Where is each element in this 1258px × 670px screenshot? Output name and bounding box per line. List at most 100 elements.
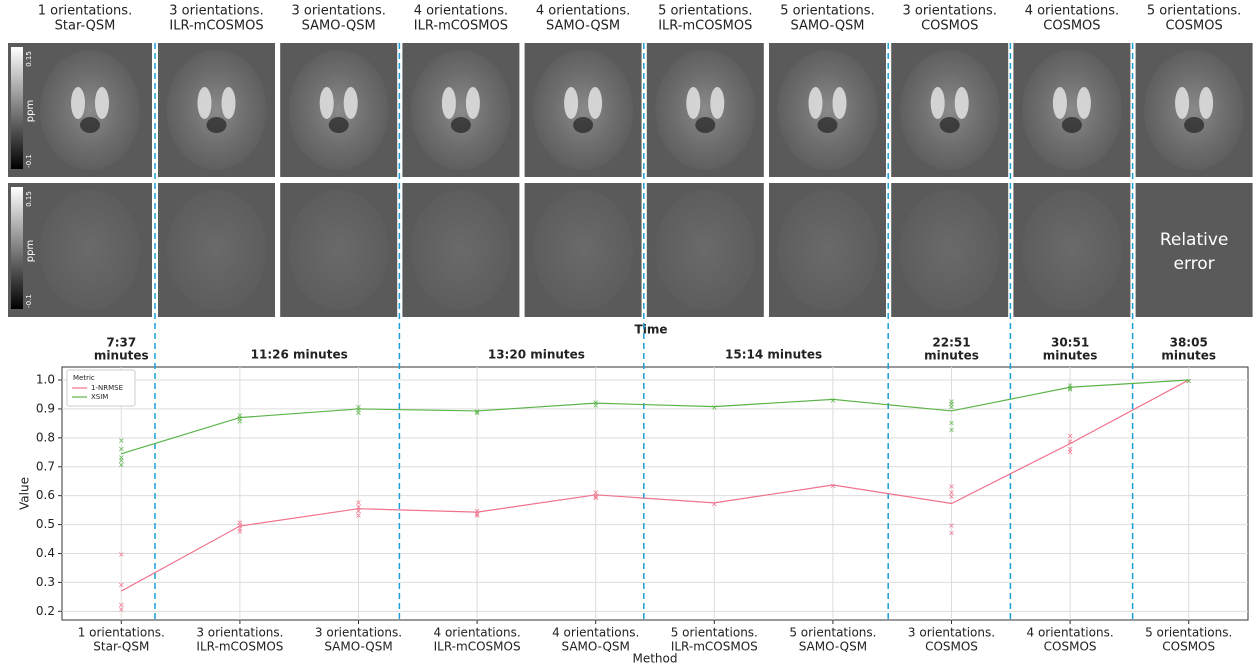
time-label: 15:14 minutes: [725, 348, 822, 362]
time-label: minutes: [1043, 349, 1098, 363]
brain-slice: [289, 190, 389, 310]
brain-structure: [451, 117, 471, 133]
x-tick-label: SAMO-QSM: [562, 640, 630, 654]
data-point: ×: [830, 396, 837, 405]
panel-label: Star-QSM: [55, 19, 116, 34]
data-point: ×: [711, 403, 718, 412]
panel-label: SAMO-QSM: [302, 19, 376, 34]
y-tick-label: 0.4: [36, 546, 55, 560]
x-tick-label: COSMOS: [1162, 640, 1215, 654]
brain-structure: [466, 87, 480, 119]
y-tick-label: 0.3: [36, 575, 55, 589]
brain-structure: [222, 87, 236, 119]
panel-label: 5 orientations.: [658, 4, 752, 19]
time-label: 22:51: [932, 336, 970, 350]
brain-structure: [329, 117, 349, 133]
brain-slice: [655, 50, 755, 170]
brain-structure: [207, 117, 227, 133]
y-tick-label: 0.2: [36, 604, 55, 618]
panel-label: ILR-mCOSMOS: [658, 19, 752, 34]
data-point: ×: [830, 481, 837, 490]
brain-structure: [564, 87, 578, 119]
data-point: ×: [118, 605, 125, 614]
colorbar-unit: ppm: [25, 100, 36, 122]
brain-structure: [198, 87, 212, 119]
x-tick-label: ILR-mCOSMOS: [196, 640, 283, 654]
data-point: ×: [948, 492, 955, 501]
x-tick-label: ILR-mCOSMOS: [434, 640, 521, 654]
legend-label: XSIM: [91, 393, 108, 401]
panel-label: SAMO-QSM: [790, 19, 864, 34]
brain-structure: [686, 87, 700, 119]
brain-structure: [95, 87, 109, 119]
y-tick-label: 0.5: [36, 517, 55, 531]
data-point: ×: [1067, 447, 1074, 456]
brain-structure: [1053, 87, 1067, 119]
x-tick-label: 1 orientations.: [78, 626, 165, 640]
brain-structure: [818, 117, 838, 133]
brain-structure: [710, 87, 724, 119]
time-label: minutes: [1161, 349, 1216, 363]
brain-slice: [533, 50, 633, 170]
brain-slice: [40, 50, 140, 170]
data-point: ×: [1185, 377, 1192, 386]
data-point: ×: [118, 580, 125, 589]
brain-structure: [80, 117, 100, 133]
brain-slice: [533, 190, 633, 310]
y-tick-label: 0.7: [36, 459, 55, 473]
data-point: ×: [118, 444, 125, 453]
x-tick-label: 5 orientations.: [789, 626, 876, 640]
brain-slice: [1022, 190, 1122, 310]
x-tick-label: 4 orientations.: [434, 626, 521, 640]
brain-structure: [1077, 87, 1091, 119]
x-tick-label: COSMOS: [1044, 640, 1097, 654]
panel-label: ILR-mCOSMOS: [414, 19, 508, 34]
panel-label: 4 orientations.: [1025, 4, 1119, 19]
colorbar: [11, 187, 23, 309]
panel-label: 4 orientations.: [414, 4, 508, 19]
time-label: 11:26 minutes: [251, 348, 348, 362]
error-label: Relative: [1160, 230, 1229, 250]
brain-structure: [573, 117, 593, 133]
brain-structure: [71, 87, 85, 119]
panel-label: COSMOS: [1165, 19, 1222, 34]
panel-label: 5 orientations.: [1147, 4, 1241, 19]
panel-label: 3 orientations.: [169, 4, 263, 19]
brain-structure: [695, 117, 715, 133]
brain-slice: [411, 190, 511, 310]
brain-structure: [320, 87, 334, 119]
brain-slice: [289, 50, 389, 170]
x-tick-label: SAMO-QSM: [324, 640, 392, 654]
colorbar-min: -0.1: [25, 294, 33, 308]
series-line: [121, 380, 1188, 591]
data-point: ×: [118, 436, 125, 445]
brain-slice: [900, 50, 1000, 170]
data-point: ×: [474, 408, 481, 417]
brain-slice: [1022, 50, 1122, 170]
brain-structure: [931, 87, 945, 119]
x-tick-label: 3 orientations.: [196, 626, 283, 640]
x-tick-label: 5 orientations.: [671, 626, 758, 640]
time-title: Time: [635, 323, 668, 337]
brain-structure: [940, 117, 960, 133]
brain-structure: [1184, 117, 1204, 133]
panel-label: COSMOS: [921, 19, 978, 34]
colorbar: [11, 47, 23, 169]
brain-slice: [655, 190, 755, 310]
data-point: ×: [237, 527, 244, 536]
x-tick-label: 5 orientations.: [1145, 626, 1232, 640]
time-label: 7:37: [106, 336, 136, 350]
time-label: minutes: [94, 349, 149, 363]
x-tick-label: Star-QSM: [93, 640, 149, 654]
brain-structure: [1199, 87, 1213, 119]
brain-structure: [344, 87, 358, 119]
brain-structure: [833, 87, 847, 119]
panel-label: 4 orientations.: [536, 4, 630, 19]
brain-structure: [588, 87, 602, 119]
x-tick-label: 3 orientations.: [908, 626, 995, 640]
panel-label: 1 orientations.: [38, 4, 132, 19]
brain-structure: [955, 87, 969, 119]
colorbar-unit: ppm: [25, 240, 36, 262]
legend-title: Metric: [73, 374, 95, 382]
panel-label: ILR-mCOSMOS: [169, 19, 263, 34]
